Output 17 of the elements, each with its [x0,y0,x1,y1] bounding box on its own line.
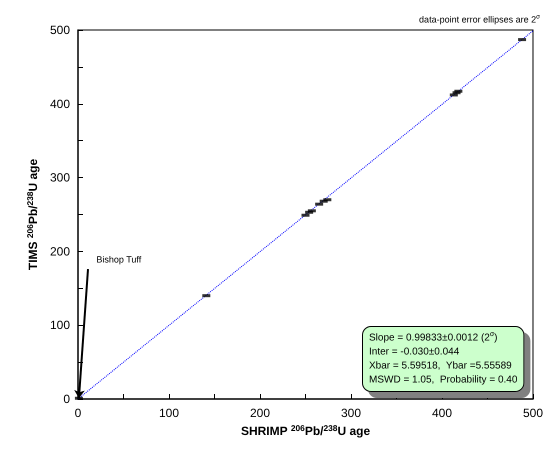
annotation: Xbar = 5.59518, Ybar =5.55589 [369,360,512,372]
x-tick-label: 200 [250,406,270,420]
y-tick-label: 100 [50,318,70,332]
y-tick-label: 0 [63,392,70,406]
annotation: Bishop Tuff [96,254,142,265]
x-tick-label: 300 [340,406,362,420]
y-tick-label: 300 [50,170,70,185]
y-axis-title: TIMS 206Pb/238U age [25,158,40,270]
x-tick-label: 0 [74,406,82,420]
x-tick-label: 400 [432,406,452,420]
x-tick-label: 500 [522,406,544,420]
annotation: MSWD = 1.05, Probability = 0.40 [369,374,518,386]
y-tick-label: 200 [50,244,70,258]
y-tick-label: 500 [50,23,70,37]
annotation: Inter = -0.030±0.044 [369,346,460,358]
y-tick-label: 400 [50,96,70,111]
x-tick-label: 100 [158,406,180,420]
